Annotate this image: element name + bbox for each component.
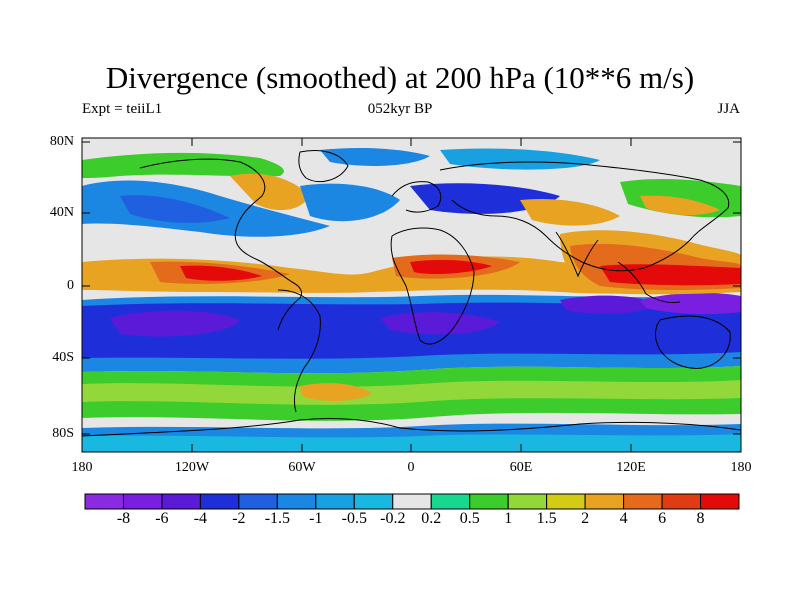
colorbar-level-label: -4 bbox=[193, 510, 208, 527]
colorbar-level-label: -1 bbox=[309, 510, 323, 527]
divergence-contours bbox=[82, 148, 741, 452]
colorbar-swatch bbox=[507, 493, 548, 510]
colorbar-swatch bbox=[546, 493, 586, 510]
lon-tick-label: 180 bbox=[71, 460, 93, 475]
colorbar-swatch bbox=[199, 493, 240, 510]
contour-region bbox=[300, 183, 400, 222]
colorbar-swatch bbox=[276, 493, 317, 510]
colorbar-swatch bbox=[661, 493, 702, 510]
colorbar-swatch bbox=[84, 493, 124, 510]
colorbar-swatch bbox=[469, 493, 509, 510]
colorbar-swatch bbox=[584, 493, 625, 510]
colorbar-level-label: 0.2 bbox=[421, 510, 442, 527]
coastline-africa bbox=[390, 227, 475, 345]
colorbar-level-label: -0.2 bbox=[380, 510, 406, 527]
contour-region bbox=[320, 148, 430, 166]
colorbar-level-label: 0.5 bbox=[459, 510, 480, 527]
colorbar-swatch bbox=[700, 493, 740, 510]
colorbar-level-label: 1 bbox=[504, 510, 513, 527]
map-title: Divergence (smoothed) at 200 hPa (10**6 … bbox=[105, 60, 695, 95]
coastline-southeast-asia bbox=[617, 261, 681, 303]
lat-tick-label: 40N bbox=[49, 205, 74, 220]
contour-region bbox=[380, 312, 500, 335]
contour-region bbox=[82, 152, 284, 178]
colorbar-swatch bbox=[161, 493, 201, 510]
colorbar-level-label: 6 bbox=[658, 510, 667, 527]
time-period-label: 052kyr BP bbox=[367, 101, 433, 117]
map-field bbox=[82, 138, 741, 452]
contour-region bbox=[300, 383, 372, 401]
lon-tick-label: 0 bbox=[407, 460, 415, 475]
lon-tick-label: 60E bbox=[509, 460, 533, 475]
contour-region bbox=[82, 434, 741, 452]
coastline-australia bbox=[655, 315, 731, 369]
experiment-label: Expt = teiiL1 bbox=[82, 101, 163, 117]
lon-tick-label: 60W bbox=[288, 460, 316, 475]
coastline-antarctica bbox=[82, 417, 741, 437]
contour-region bbox=[560, 295, 660, 314]
colorbar-swatch bbox=[122, 493, 163, 510]
coastlines bbox=[82, 150, 741, 437]
coastline-greenland bbox=[298, 150, 349, 182]
coastline-europe bbox=[391, 181, 442, 213]
colorbar-level-label: -2 bbox=[232, 510, 246, 527]
contour-region bbox=[410, 183, 560, 214]
season-label: JJA bbox=[717, 101, 740, 117]
lon-tick-label: 120E bbox=[616, 460, 646, 475]
contour-region bbox=[110, 310, 240, 337]
colorbar-level-label: 1.5 bbox=[536, 510, 557, 527]
contour-region bbox=[520, 198, 620, 226]
colorbar-swatch bbox=[353, 493, 394, 510]
colorbar-level-label: -0.5 bbox=[341, 510, 367, 527]
colorbar-level-label: -1.5 bbox=[264, 510, 291, 527]
lat-tick-label: 40S bbox=[52, 350, 74, 365]
lon-tick-label: 120W bbox=[174, 460, 210, 475]
contour-region bbox=[230, 173, 310, 211]
lon-tick-label: 180 bbox=[730, 460, 752, 475]
colorbar-swatch bbox=[392, 493, 432, 510]
lat-tick-label: 80N bbox=[49, 134, 74, 149]
colorbar bbox=[84, 493, 740, 510]
colorbar-swatch bbox=[623, 493, 663, 510]
coastline-south-america bbox=[277, 289, 321, 413]
axis-ticks bbox=[81, 138, 742, 452]
colorbar-level-label: 4 bbox=[619, 510, 628, 527]
contour-region bbox=[640, 292, 741, 315]
coastline-asia bbox=[439, 161, 730, 272]
colorbar-swatch bbox=[238, 493, 278, 510]
contour-region bbox=[82, 380, 741, 405]
lat-tick-label: 80S bbox=[52, 426, 74, 441]
colorbar-level-label: 8 bbox=[696, 510, 705, 527]
lat-tick-label: 0 bbox=[67, 278, 74, 293]
contour-region bbox=[120, 195, 230, 223]
colorbar-swatch bbox=[430, 493, 471, 510]
colorbar-level-label: -8 bbox=[116, 510, 131, 527]
coastline-india bbox=[555, 231, 599, 278]
contour-region bbox=[600, 264, 741, 286]
colorbar-swatch bbox=[315, 493, 355, 510]
contour-region bbox=[640, 195, 720, 216]
colorbar-level-label: -6 bbox=[155, 510, 169, 527]
colorbar-level-label: 2 bbox=[581, 510, 590, 527]
contour-region bbox=[180, 265, 262, 281]
